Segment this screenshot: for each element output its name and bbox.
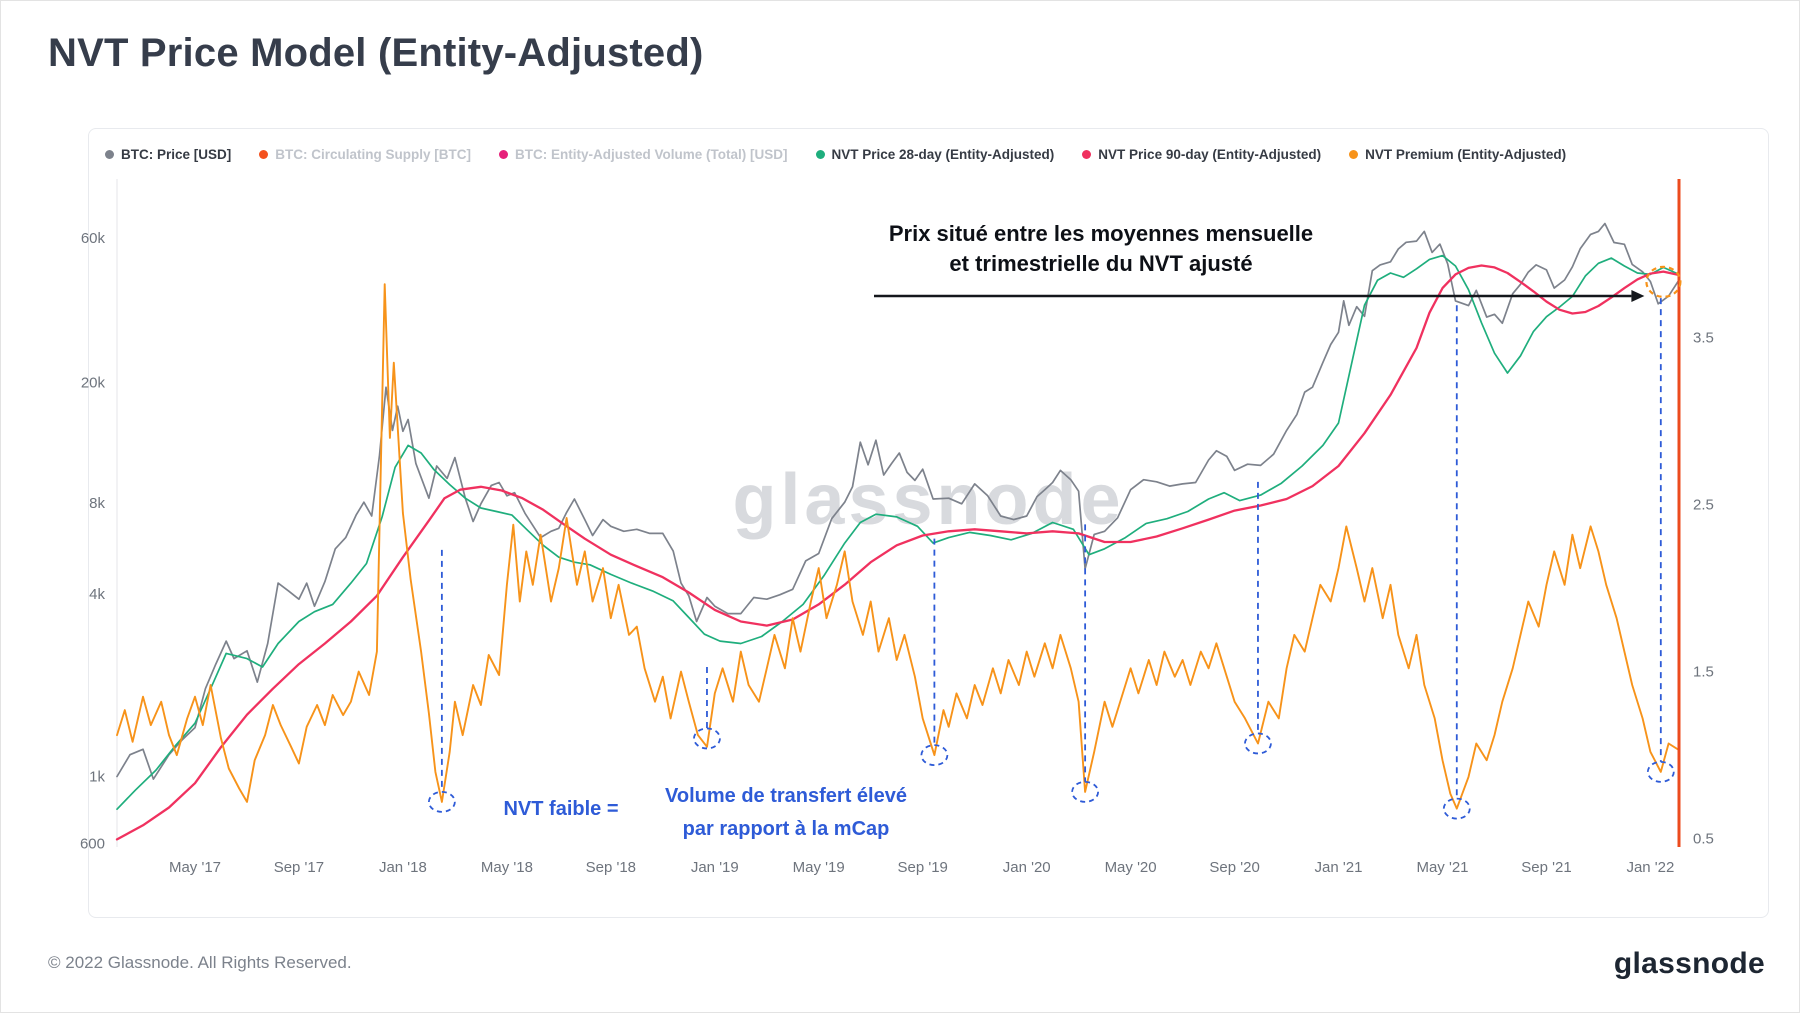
legend-label: NVT Premium (Entity-Adjusted): [1365, 147, 1567, 162]
legend-label: BTC: Entity-Adjusted Volume (Total) [USD…: [515, 147, 788, 162]
annotation-line-2: et trimestrielle du NVT ajusté: [949, 251, 1253, 276]
annotation-line-1: Volume de transfert élevé: [665, 785, 907, 807]
annotation-line-1: Prix situé entre les moyennes mensuelle: [888, 221, 1314, 246]
legend-item-nvt-premium[interactable]: NVT Premium (Entity-Adjusted): [1349, 147, 1566, 162]
legend-label: BTC: Circulating Supply [BTC]: [275, 147, 472, 162]
annotation-line-2: par rapport à la mCap: [682, 818, 890, 840]
annotation-price-between-averages: Prix situé entre les moyennes mensuelle …: [791, 219, 1411, 279]
legend-item-btc-entity-adjusted-volume[interactable]: BTC: Entity-Adjusted Volume (Total) [USD…: [499, 147, 788, 162]
legend-dot-icon: [815, 150, 825, 159]
legend-item-nvt-price-90d[interactable]: NVT Price 90-day (Entity-Adjusted): [1082, 147, 1321, 162]
glassnode-watermark: glassnode: [732, 460, 1125, 540]
copyright-text: © 2022 Glassnode. All Rights Reserved.: [48, 953, 352, 972]
legend-label: BTC: Price [USD]: [121, 147, 232, 162]
chart-legend: BTC: Price [USD] BTC: Circulating Supply …: [105, 147, 1566, 162]
legend-item-btc-price[interactable]: BTC: Price [USD]: [105, 147, 231, 162]
legend-dot-icon: [105, 150, 114, 159]
legend-dot-icon: [499, 150, 509, 159]
legend-dot-icon: [1082, 150, 1092, 159]
legend-dot-icon: [259, 150, 269, 159]
legend-dot-icon: [1349, 150, 1359, 159]
legend-label: NVT Price 90-day (Entity-Adjusted): [1098, 147, 1322, 162]
glassnode-logo: glassnode: [1613, 947, 1765, 980]
legend-label: NVT Price 28-day (Entity-Adjusted): [831, 147, 1055, 162]
legend-item-nvt-price-28d[interactable]: NVT Price 28-day (Entity-Adjusted): [815, 147, 1055, 162]
legend-item-btc-circulating-supply[interactable]: BTC: Circulating Supply [BTC]: [259, 147, 471, 162]
page-title: NVT Price Model (Entity-Adjusted): [48, 31, 704, 75]
annotation-high-transfer-volume: Volume de transfert élevé par rapport à …: [626, 780, 946, 846]
